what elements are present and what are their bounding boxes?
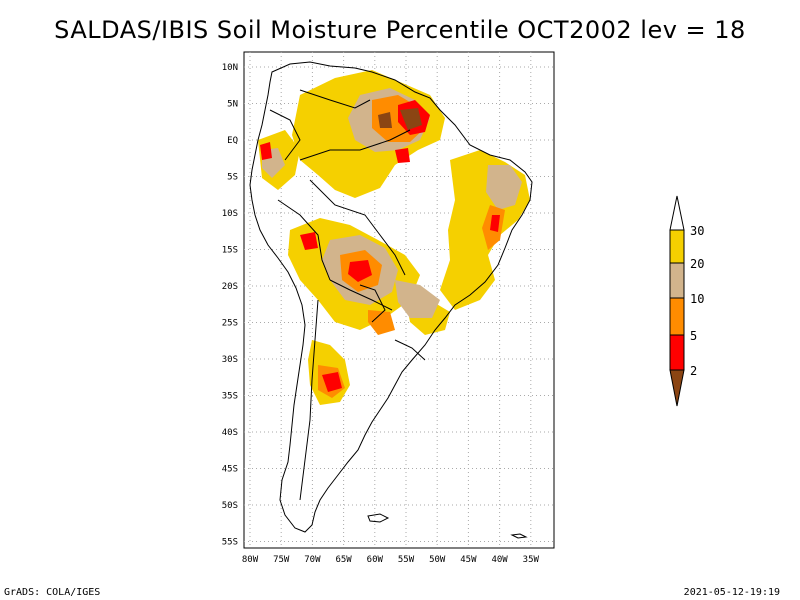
percentile-fill [258, 70, 530, 405]
border-paraguay [359, 284, 386, 323]
lat-label: 10S [222, 209, 238, 219]
falklands [367, 513, 390, 523]
lat-label: 20S [222, 282, 238, 292]
border-uruguay [394, 339, 426, 361]
patch-brown-ne [400, 108, 422, 130]
lon-label: 65W [335, 555, 352, 565]
patch-brown-amazon [378, 112, 392, 128]
south-georgia [510, 533, 528, 539]
lat-label: 25S [222, 319, 238, 329]
border-peru-bolivia [277, 199, 331, 281]
lat-label: 55S [222, 538, 238, 548]
legend-label-30: 30 [690, 224, 704, 238]
coastlines [249, 61, 533, 533]
lat-label: 5S [227, 173, 238, 183]
lat-label: 5N [227, 100, 238, 110]
border-venezuela [299, 89, 371, 109]
patch-tan-se [395, 280, 440, 318]
legend-cap-bottom [669, 369, 685, 407]
lon-label: 35W [523, 555, 540, 565]
lon-label: 45W [460, 555, 477, 565]
lon-label: 50W [429, 555, 446, 565]
legend-label-20: 20 [690, 257, 704, 271]
legend-colorbar: 30 20 10 5 2 [669, 195, 704, 407]
border-brazil-west [309, 179, 406, 276]
lat-label: 35S [222, 392, 238, 402]
legend-label-2: 2 [690, 364, 697, 378]
lat-label: 40S [222, 428, 238, 438]
lon-label: 80W [242, 555, 259, 565]
patch-red-bolivia [300, 232, 318, 250]
map-plot [243, 51, 555, 549]
legend-bin-2-5 [669, 334, 685, 371]
legend-bin-5-10 [669, 297, 685, 336]
latitude-labels: 10N 5N EQ 5S 10S 15S 20S 25S 30S 35S 40S 45S 50S 55S [222, 63, 238, 548]
patch-red-west [260, 142, 272, 160]
legend-bin-20-30 [669, 229, 685, 264]
patch-red-mid [395, 148, 410, 163]
lat-label: EQ [227, 136, 238, 146]
border-brazil-north [299, 129, 411, 161]
lat-label: 10N [222, 63, 238, 73]
map-title: SALDAS/IBIS Soil Moisture Percentile OCT… [54, 16, 746, 44]
patch-red-east [490, 215, 500, 232]
legend-label-5: 5 [690, 329, 697, 343]
border-chile-argentina [299, 299, 319, 501]
south-america-coast [249, 61, 533, 533]
lon-label: 40W [491, 555, 508, 565]
patch-red-central [348, 260, 372, 282]
lon-label: 75W [273, 555, 290, 565]
lon-label: 70W [304, 555, 321, 565]
longitude-labels: 80W 75W 70W 65W 60W 55W 50W 45W 40W 35W [242, 555, 540, 565]
lat-label: 45S [222, 465, 238, 475]
lon-label: 60W [367, 555, 384, 565]
patch-tan-east [486, 165, 522, 210]
lat-label: 30S [222, 355, 238, 365]
legend-cap-top [669, 195, 685, 231]
lat-label: 50S [222, 501, 238, 511]
lat-label: 15S [222, 246, 238, 256]
legend-label-10: 10 [690, 292, 704, 306]
footer-credit: GrADS: COLA/IGES [4, 587, 101, 598]
patch-red-south [322, 372, 342, 392]
border-colombia [269, 109, 301, 161]
islands [367, 513, 528, 539]
patch-orange-se [368, 310, 395, 335]
footer-timestamp: 2021-05-12-19:19 [683, 587, 780, 598]
lon-label: 55W [398, 555, 415, 565]
legend-bin-10-20 [669, 262, 685, 299]
